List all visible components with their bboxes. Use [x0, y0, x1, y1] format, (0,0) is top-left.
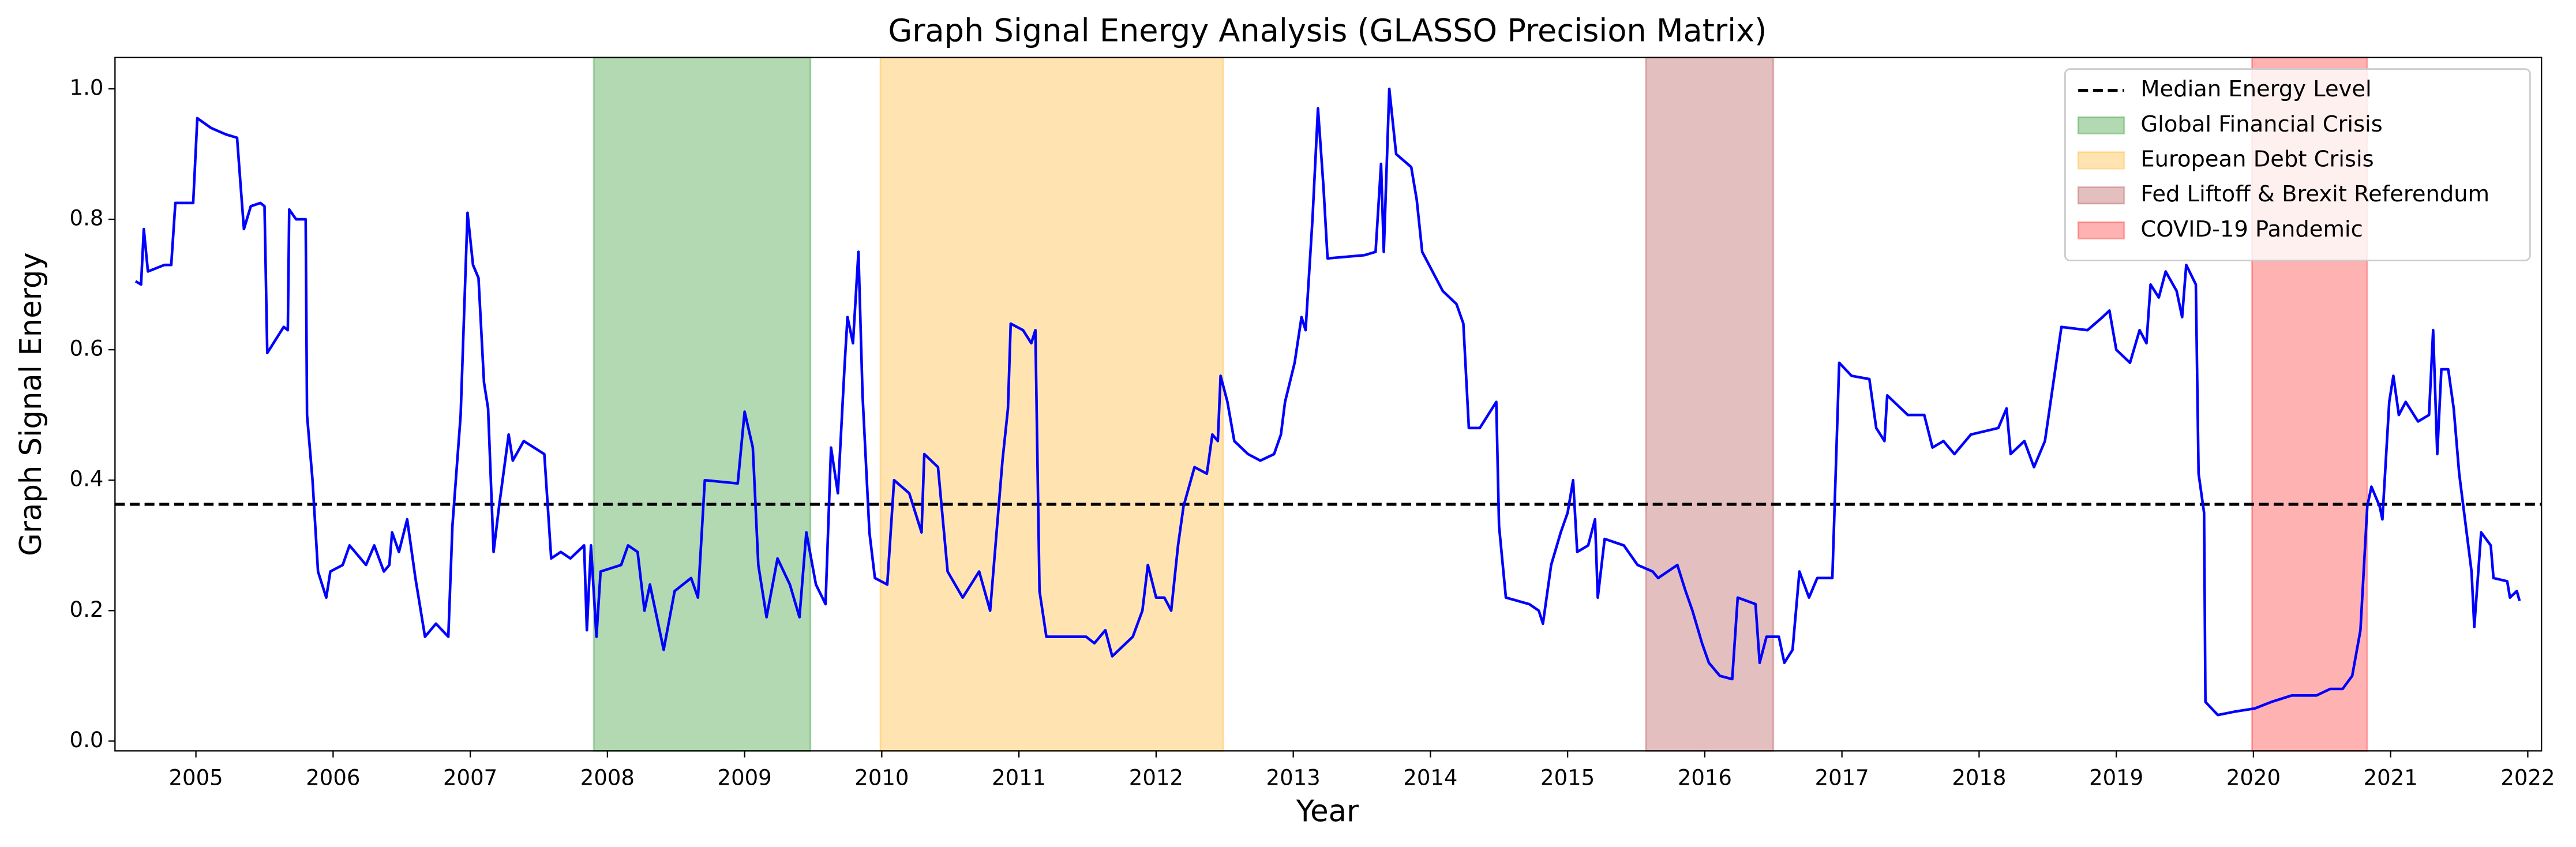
x-tick-label: 2012 — [1129, 765, 1183, 790]
plot-frame — [114, 57, 2543, 752]
x-tick-label: 2013 — [1266, 765, 1321, 790]
legend-label: COVID-19 Pandemic — [2140, 216, 2363, 242]
x-tick-label: 2006 — [306, 765, 360, 790]
x-tick-label: 2021 — [2364, 765, 2418, 790]
x-tick-label: 2020 — [2226, 765, 2281, 790]
x-tick-label: 2009 — [718, 765, 772, 790]
shaded-period — [593, 57, 812, 752]
x-tick-label: 2017 — [1815, 765, 1869, 790]
y-tick-label: 0.6 — [70, 336, 104, 361]
x-tick-label: 2015 — [1540, 765, 1595, 790]
y-axis-label: Graph Signal Energy — [14, 252, 48, 556]
legend-label: European Debt Crisis — [2140, 146, 2373, 172]
y-tick-label: 0.4 — [70, 467, 104, 492]
x-tick-label: 2016 — [1678, 765, 1732, 790]
y-tick-label: 0.2 — [70, 597, 104, 622]
x-tick-label: 2014 — [1403, 765, 1457, 790]
x-tick-label: 2011 — [992, 765, 1046, 790]
legend-label: Global Financial Crisis — [2140, 111, 2382, 137]
legend-box — [2064, 68, 2531, 261]
x-tick-label: 2022 — [2500, 765, 2555, 790]
x-tick-label: 2005 — [169, 765, 223, 790]
shaded-period — [879, 57, 1224, 752]
chart-title: Graph Signal Energy Analysis (GLASSO Pre… — [888, 13, 1767, 49]
shaded-period — [1645, 57, 1775, 752]
x-tick-label: 2018 — [1952, 765, 2006, 790]
legend: Median Energy Level Global Financial Cris… — [2064, 68, 2531, 261]
legend-label: Median Energy Level — [2140, 76, 2371, 102]
x-tick-label: 2019 — [2089, 765, 2143, 790]
x-axis-label: Year — [1296, 794, 1359, 829]
x-tick-label: 2007 — [443, 765, 497, 790]
legend-swatch — [2077, 221, 2125, 239]
y-tick-label: 0.8 — [70, 206, 104, 231]
legend-swatch — [2077, 186, 2125, 205]
legend-swatch — [2077, 116, 2125, 134]
y-tick-label: 0.0 — [70, 728, 104, 752]
legend-swatch — [2077, 151, 2125, 170]
legend-label: Fed Liftoff & Brexit Referendum — [2140, 181, 2489, 207]
x-tick-label: 2008 — [580, 765, 635, 790]
y-tick-label: 1.0 — [70, 75, 104, 100]
x-tick-label: 2010 — [854, 765, 909, 790]
energy-line — [134, 87, 2521, 717]
